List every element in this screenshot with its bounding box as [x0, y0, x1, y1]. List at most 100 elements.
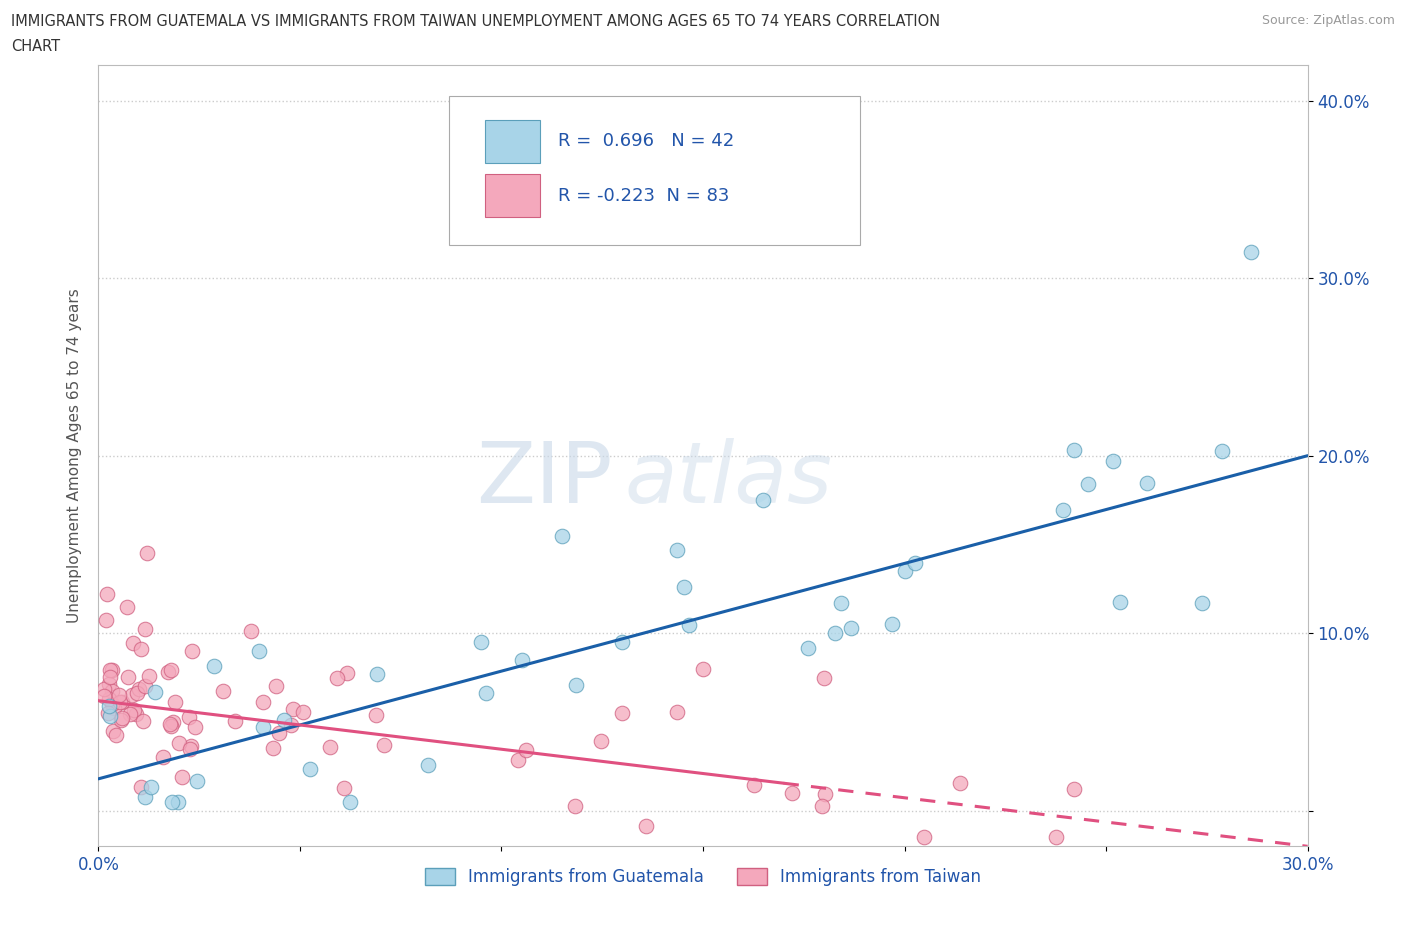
Point [612, 706, 634, 721]
Point [101, 662, 124, 677]
Point [202, 658, 225, 673]
Point [97, 691, 120, 706]
Point [1136, 475, 1159, 490]
Point [118, 706, 141, 721]
Point [121, 688, 143, 703]
Point [510, 653, 533, 668]
Point [162, 714, 184, 729]
Point [298, 762, 321, 777]
Point [96, 613, 118, 628]
Point [752, 493, 775, 508]
Point [128, 682, 150, 697]
Point [129, 642, 152, 657]
Point [515, 742, 537, 757]
Point [666, 542, 689, 557]
Point [184, 720, 207, 735]
Point [157, 664, 180, 679]
Legend: Immigrants from Guatemala, Immigrants from Taiwan: Immigrants from Guatemala, Immigrants fr… [418, 861, 988, 893]
Point [134, 790, 156, 804]
Point [125, 686, 148, 701]
Point [134, 679, 156, 694]
Point [678, 618, 700, 633]
Point [96, 586, 118, 601]
Point [111, 695, 134, 710]
Point [797, 641, 820, 656]
Point [325, 671, 347, 685]
Point [98, 670, 121, 684]
Point [108, 687, 131, 702]
Point [893, 564, 915, 578]
Point [122, 635, 145, 650]
Point [98, 698, 121, 713]
Point [104, 728, 127, 743]
Text: atlas: atlas [624, 438, 832, 521]
Point [111, 711, 134, 725]
Point [273, 712, 295, 727]
Point [814, 787, 837, 802]
Point [1077, 477, 1099, 492]
Point [122, 702, 145, 717]
Point [98, 662, 121, 677]
Point [180, 739, 202, 754]
Point [904, 555, 927, 570]
Point [108, 695, 131, 710]
Point [692, 661, 714, 676]
Text: ZIP: ZIP [475, 438, 613, 521]
Point [100, 697, 122, 711]
Point [125, 707, 148, 722]
Point [332, 780, 354, 795]
Point [159, 717, 181, 732]
Point [177, 710, 200, 724]
Point [1045, 830, 1067, 844]
Point [912, 830, 935, 844]
Point [564, 678, 586, 693]
Point [160, 718, 183, 733]
Point [139, 779, 162, 794]
Point [506, 752, 529, 767]
Point [162, 794, 184, 809]
Point [239, 624, 262, 639]
Point [366, 708, 388, 723]
Point [665, 704, 688, 719]
Point [744, 777, 766, 792]
Point [672, 579, 695, 594]
FancyBboxPatch shape [485, 175, 540, 218]
Point [101, 684, 124, 698]
Point [252, 694, 274, 709]
Point [318, 739, 340, 754]
Point [475, 685, 498, 700]
Point [110, 712, 132, 727]
Point [97, 705, 120, 720]
Point [612, 634, 634, 649]
Point [416, 757, 439, 772]
Point [143, 684, 166, 699]
Point [262, 741, 284, 756]
Text: R = -0.223  N = 83: R = -0.223 N = 83 [558, 187, 730, 205]
Point [129, 779, 152, 794]
FancyBboxPatch shape [485, 120, 540, 163]
Point [1052, 502, 1074, 517]
Point [186, 774, 208, 789]
Point [179, 741, 201, 756]
Point [252, 720, 274, 735]
Point [93, 682, 115, 697]
Point [780, 785, 803, 800]
Point [373, 737, 395, 752]
Point [269, 725, 291, 740]
FancyBboxPatch shape [449, 97, 860, 245]
Point [224, 713, 246, 728]
Y-axis label: Unemployment Among Ages 65 to 74 years: Unemployment Among Ages 65 to 74 years [66, 288, 82, 623]
Point [813, 671, 835, 685]
Point [636, 818, 658, 833]
Point [591, 734, 613, 749]
Point [97, 677, 120, 692]
Point [138, 669, 160, 684]
Point [564, 799, 586, 814]
Point [103, 724, 125, 738]
Point [170, 769, 193, 784]
Point [132, 714, 155, 729]
Point [93, 688, 115, 703]
Point [1240, 244, 1263, 259]
Point [167, 735, 190, 750]
Point [103, 700, 125, 715]
